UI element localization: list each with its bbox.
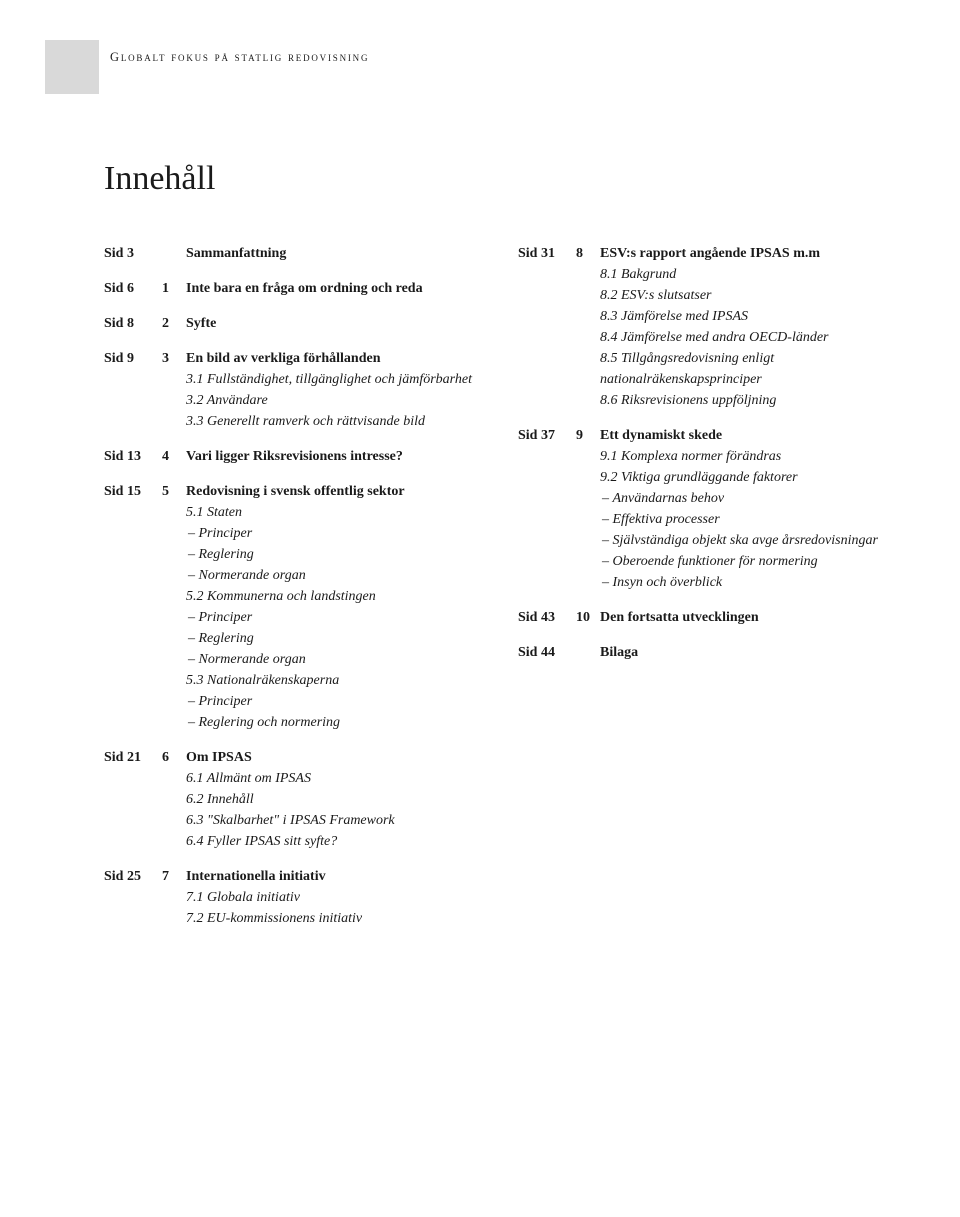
toc-entry-body: Den fortsatta utvecklingen: [600, 607, 894, 628]
toc-subitem-dash: Reglering: [186, 544, 480, 565]
toc-subitem-dash: Normerande organ: [186, 565, 480, 586]
toc-entry-title: Internationella initiativ: [186, 866, 480, 887]
toc-page-ref: Sid 6: [104, 278, 162, 299]
toc-subitem: 9.1 Komplexa normer förändras: [600, 446, 894, 467]
toc-entry-title: Syfte: [186, 313, 480, 334]
toc-subitem-dash: Självständiga objekt ska avge årsredovis…: [600, 530, 894, 551]
toc-page-ref: Sid 13: [104, 446, 162, 467]
toc-subitem: 8.1 Bakgrund: [600, 264, 894, 285]
toc-entry: Sid 257Internationella initiativ7.1 Glob…: [104, 866, 480, 929]
toc-entry-body: Om IPSAS6.1 Allmänt om IPSAS6.2 Innehåll…: [186, 747, 480, 852]
toc-subitem: 9.2 Viktiga grundläggande faktorer: [600, 467, 894, 488]
toc-page-ref: Sid 31: [518, 243, 576, 411]
toc-subitem-dash: Principer: [186, 607, 480, 628]
toc-subitem: 8.3 Jämförelse med IPSAS: [600, 306, 894, 327]
toc-entry: Sid 3 Sammanfattning: [104, 243, 480, 264]
toc-chapter-num: 9: [576, 425, 600, 593]
toc-entry-title: Redovisning i svensk offentlig sektor: [186, 481, 480, 502]
toc-entry-title: Den fortsatta utvecklingen: [600, 607, 894, 628]
toc-subitem: 5.1 Staten: [186, 502, 480, 523]
toc-subitem: 3.1 Fullständighet, tillgänglighet och j…: [186, 369, 480, 390]
toc-entry: Sid 134Vari ligger Riksrevisionens intre…: [104, 446, 480, 467]
toc-page-ref: Sid 21: [104, 747, 162, 852]
toc-page-ref: Sid 9: [104, 348, 162, 432]
toc-entry-title: Vari ligger Riksrevisionens intresse?: [186, 446, 480, 467]
toc-entry-title: Om IPSAS: [186, 747, 480, 768]
toc-entry-body: Ett dynamiskt skede9.1 Komplexa normer f…: [600, 425, 894, 593]
toc-entry-body: ESV:s rapport angående IPSAS m.m8.1 Bakg…: [600, 243, 894, 411]
toc-subitem-dash: Oberoende funktioner för normering: [600, 551, 894, 572]
toc-entry: Sid 379Ett dynamiskt skede9.1 Komplexa n…: [518, 425, 894, 593]
toc-subitem: 5.2 Kommunerna och landstingen: [186, 586, 480, 607]
toc-subitem: 5.3 Nationalräkenskaperna: [186, 670, 480, 691]
toc-entry-body: Syfte: [186, 313, 480, 334]
toc-entry: Sid 318ESV:s rapport angående IPSAS m.m8…: [518, 243, 894, 411]
toc-page-ref: Sid 8: [104, 313, 162, 334]
toc-entry-body: Redovisning i svensk offentlig sektor5.1…: [186, 481, 480, 733]
toc-entry-body: En bild av verkliga förhållanden3.1 Full…: [186, 348, 480, 432]
toc-entry-body: Vari ligger Riksrevisionens intresse?: [186, 446, 480, 467]
toc-subitem: 8.5 Tillgångsredovisning enligt national…: [600, 348, 894, 390]
header-accent-block: [45, 40, 99, 94]
toc-entry-body: Bilaga: [600, 642, 894, 663]
toc-subitem: 3.2 Användare: [186, 390, 480, 411]
toc-chapter-num: 7: [162, 866, 186, 929]
toc-page-ref: Sid 25: [104, 866, 162, 929]
toc-entry-title: ESV:s rapport angående IPSAS m.m: [600, 243, 894, 264]
toc-page-ref: Sid 44: [518, 642, 576, 663]
toc-entry: Sid 44 Bilaga: [518, 642, 894, 663]
toc-entry-body: Inte bara en fråga om ordning och reda: [186, 278, 480, 299]
toc-chapter-num: 3: [162, 348, 186, 432]
toc-subitem-dash: Principer: [186, 523, 480, 544]
toc-page-ref: Sid 15: [104, 481, 162, 733]
toc-entry: Sid 216Om IPSAS6.1 Allmänt om IPSAS6.2 I…: [104, 747, 480, 852]
toc-entry: Sid 82Syfte: [104, 313, 480, 334]
toc-entry-body: Internationella initiativ7.1 Globala ini…: [186, 866, 480, 929]
toc-column-right: Sid 318ESV:s rapport angående IPSAS m.m8…: [518, 243, 894, 943]
toc-subitem-dash: Reglering: [186, 628, 480, 649]
toc-subitem: 8.6 Riksrevisionens uppföljning: [600, 390, 894, 411]
toc-subitem: 8.4 Jämförelse med andra OECD-länder: [600, 327, 894, 348]
toc-chapter-num: 4: [162, 446, 186, 467]
toc-entry: Sid 93En bild av verkliga förhållanden3.…: [104, 348, 480, 432]
toc-chapter-num: 5: [162, 481, 186, 733]
toc-subitem: 3.3 Generellt ramverk och rättvisande bi…: [186, 411, 480, 432]
toc-subitem-dash: Reglering och normering: [186, 712, 480, 733]
toc-subitem: 6.3 "Skalbarhet" i IPSAS Framework: [186, 810, 480, 831]
toc-page-ref: Sid 37: [518, 425, 576, 593]
toc-entry-title: Ett dynamiskt skede: [600, 425, 894, 446]
toc-entry-title: Bilaga: [600, 642, 894, 663]
toc-entry: Sid 61Inte bara en fråga om ordning och …: [104, 278, 480, 299]
toc-entry: Sid 155Redovisning i svensk offentlig se…: [104, 481, 480, 733]
toc-page-ref: Sid 3: [104, 243, 162, 264]
running-header: GLOBALT FOKUS PÅ STATLIG REDOVISNING: [110, 50, 369, 65]
toc-page-ref: Sid 43: [518, 607, 576, 628]
toc-subitem: 6.4 Fyller IPSAS sitt syfte?: [186, 831, 480, 852]
toc-columns: Sid 3 Sammanfattning Sid 61Inte bara en fr…: [104, 243, 894, 943]
toc-chapter-num: [162, 243, 186, 264]
toc-column-left: Sid 3 Sammanfattning Sid 61Inte bara en fr…: [104, 243, 480, 943]
toc-entry-body: Sammanfattning: [186, 243, 480, 264]
toc-subitem: 6.1 Allmänt om IPSAS: [186, 768, 480, 789]
toc-subitem-dash: Effektiva processer: [600, 509, 894, 530]
toc-subitem-dash: Normerande organ: [186, 649, 480, 670]
page-title: Innehåll: [104, 160, 215, 198]
toc-subitem: 7.2 EU-kommissionens initiativ: [186, 908, 480, 929]
toc-subitem: 7.1 Globala initiativ: [186, 887, 480, 908]
toc-subitem-dash: Användarnas behov: [600, 488, 894, 509]
toc-chapter-num: 2: [162, 313, 186, 334]
toc-subitem: 6.2 Innehåll: [186, 789, 480, 810]
toc-chapter-num: 8: [576, 243, 600, 411]
toc-subitem-dash: Insyn och överblick: [600, 572, 894, 593]
toc-chapter-num: [576, 642, 600, 663]
toc-entry: Sid 4310Den fortsatta utvecklingen: [518, 607, 894, 628]
toc-subitem-dash: Principer: [186, 691, 480, 712]
toc-chapter-num: 6: [162, 747, 186, 852]
toc-chapter-num: 10: [576, 607, 600, 628]
toc-chapter-num: 1: [162, 278, 186, 299]
toc-entry-title: En bild av verkliga förhållanden: [186, 348, 480, 369]
toc-entry-title: Inte bara en fråga om ordning och reda: [186, 278, 480, 299]
toc-entry-title: Sammanfattning: [186, 243, 480, 264]
toc-subitem: 8.2 ESV:s slutsatser: [600, 285, 894, 306]
